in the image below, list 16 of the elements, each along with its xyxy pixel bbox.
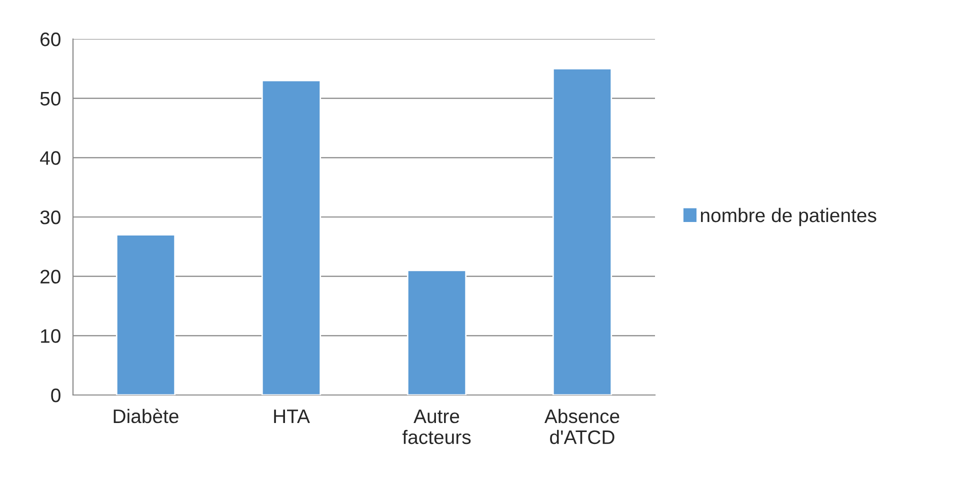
y-tick-label: 50 [40, 92, 60, 106]
y-tick-label: 0 [51, 388, 60, 402]
bar [552, 68, 612, 395]
x-tick-label: HTA [274, 410, 310, 423]
y-tick-label: 30 [40, 210, 60, 224]
x-tick-label: Absence d'ATCD [544, 408, 620, 444]
y-tick-label: 60 [40, 32, 60, 46]
x-tick-label: Diabète [114, 408, 178, 424]
legend-label: nombre de patientes [700, 208, 876, 226]
bar [261, 80, 322, 395]
bar [406, 270, 467, 395]
y-tick-label: 10 [41, 329, 60, 343]
y-tick-label: 20 [40, 270, 60, 284]
y-tick-label: 40 [40, 151, 60, 165]
x-tick-label: Autre facteurs [402, 410, 471, 444]
bar [116, 234, 176, 395]
